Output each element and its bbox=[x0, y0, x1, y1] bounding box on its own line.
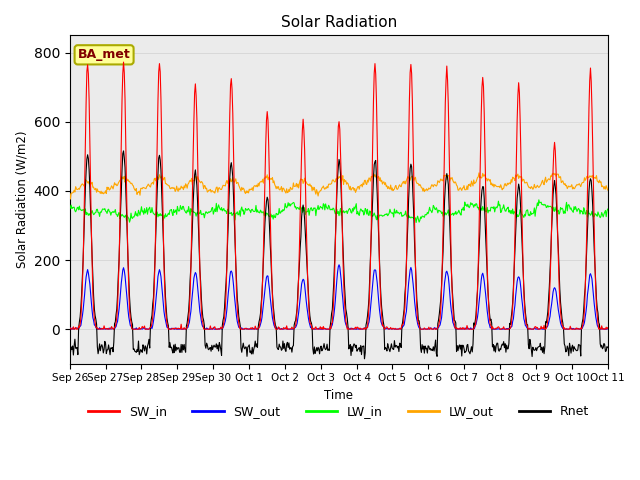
LW_in bbox=[214, 204, 221, 210]
SW_in bbox=[132, 326, 140, 332]
LW_in bbox=[604, 206, 612, 212]
SW_in bbox=[120, 59, 127, 65]
Y-axis label: Solar Radiation (W/m2): Solar Radiation (W/m2) bbox=[15, 131, 28, 268]
LW_out bbox=[604, 187, 612, 193]
LW_in bbox=[412, 220, 420, 226]
LW_in bbox=[76, 204, 83, 209]
Rnet bbox=[406, 179, 413, 184]
SW_out bbox=[67, 326, 75, 332]
SW_out bbox=[132, 326, 140, 332]
Title: Solar Radiation: Solar Radiation bbox=[280, 15, 397, 30]
SW_in bbox=[186, 290, 194, 296]
SW_out bbox=[406, 274, 413, 280]
LW_in bbox=[420, 215, 428, 220]
LW_out bbox=[67, 196, 74, 202]
LW_out bbox=[66, 191, 74, 196]
Line: SW_out: SW_out bbox=[70, 265, 608, 329]
SW_out bbox=[604, 326, 612, 332]
SW_in bbox=[66, 326, 74, 332]
Rnet bbox=[421, 343, 429, 349]
SW_in bbox=[215, 326, 223, 332]
Line: Rnet: Rnet bbox=[70, 151, 608, 359]
SW_out bbox=[66, 325, 74, 331]
LW_out bbox=[186, 178, 194, 183]
SW_in bbox=[420, 325, 428, 331]
Line: SW_in: SW_in bbox=[70, 62, 608, 329]
Line: LW_out: LW_out bbox=[70, 173, 608, 199]
Rnet bbox=[215, 348, 223, 354]
SW_in bbox=[604, 325, 612, 331]
Line: LW_in: LW_in bbox=[70, 200, 608, 223]
LW_out bbox=[475, 170, 483, 176]
SW_out bbox=[421, 326, 429, 332]
LW_in bbox=[66, 206, 74, 212]
Rnet bbox=[361, 356, 369, 361]
SW_out bbox=[335, 262, 343, 268]
SW_out bbox=[215, 326, 223, 332]
Legend: SW_in, SW_out, LW_in, LW_out, Rnet: SW_in, SW_out, LW_in, LW_out, Rnet bbox=[83, 400, 595, 423]
LW_out bbox=[132, 188, 140, 193]
Rnet bbox=[186, 276, 194, 282]
SW_in bbox=[76, 324, 83, 330]
Rnet bbox=[66, 349, 74, 355]
Text: BA_met: BA_met bbox=[77, 48, 131, 61]
LW_in bbox=[186, 208, 193, 214]
SW_out bbox=[76, 324, 84, 329]
LW_out bbox=[76, 184, 84, 190]
LW_out bbox=[420, 189, 428, 194]
Rnet bbox=[132, 348, 140, 354]
LW_out bbox=[404, 175, 412, 181]
LW_out bbox=[215, 185, 223, 191]
LW_in bbox=[131, 212, 139, 218]
LW_in bbox=[535, 197, 543, 203]
X-axis label: Time: Time bbox=[324, 389, 353, 402]
SW_out bbox=[186, 313, 194, 319]
LW_in bbox=[404, 216, 412, 221]
Rnet bbox=[120, 148, 127, 154]
Rnet bbox=[604, 345, 612, 350]
Rnet bbox=[76, 319, 83, 325]
SW_in bbox=[404, 138, 412, 144]
